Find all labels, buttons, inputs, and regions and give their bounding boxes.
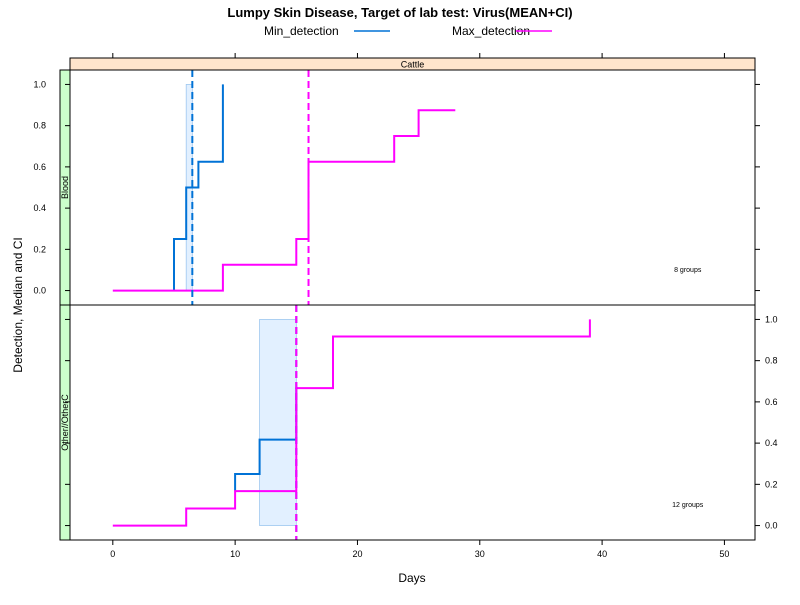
group-count-note: 8 groups — [674, 267, 702, 274]
series-max-detection — [112, 319, 591, 527]
panel-1: Blood 8 groups 0.0 0.2 0.4 0.6 0.8 1.0 — [33, 69, 760, 306]
y-axis-label: Detection, Median and CI — [11, 237, 25, 372]
y-tick-label: 0.0 — [765, 521, 778, 531]
x-tick-label: 20 — [352, 549, 362, 559]
strip-top-label: Cattle — [401, 60, 425, 70]
panel-2: Other//OtherC 12 groups 0.0 0.2 0.4 0.6 0.8 1.0 — [59, 304, 778, 541]
chart-title: Lumpy Skin Disease, Target of lab test: … — [227, 5, 572, 20]
y-tick-label: 0.8 — [765, 356, 778, 366]
x-tick-label: 40 — [597, 549, 607, 559]
panel-strip-label-1: Blood — [60, 176, 70, 199]
y-tick-label: 0.4 — [33, 203, 46, 213]
y-tick-label: 0.6 — [33, 162, 46, 172]
y-tick-label: 0.2 — [33, 244, 46, 254]
y-tick-label: 0.0 — [33, 286, 46, 296]
legend-label-min-detection: Min_detection — [264, 24, 339, 38]
y-tick-label: 1.0 — [765, 314, 778, 324]
panel-frame-2 — [69, 304, 756, 541]
y-tick-label: 0.8 — [33, 121, 46, 131]
panel-frame-1 — [69, 69, 756, 306]
series-max-detection — [112, 109, 456, 292]
x-axis-label: Days — [398, 571, 425, 585]
panel-strip-label-2: Other//OtherC — [60, 394, 70, 451]
x-tick-label: 50 — [719, 549, 729, 559]
x-tick-label: 10 — [230, 549, 240, 559]
y-tick-label: 0.2 — [765, 479, 778, 489]
y-tick-label: 1.0 — [33, 79, 46, 89]
x-tick-label: 0 — [110, 549, 115, 559]
y-tick-label: 0.4 — [765, 438, 778, 448]
x-tick-label: 30 — [475, 549, 485, 559]
series-min-detection — [173, 84, 224, 291]
y-tick-label: 0.6 — [765, 397, 778, 407]
ci-band — [259, 319, 297, 526]
legend-label-max-detection: Max_detection — [452, 24, 530, 38]
group-count-note: 12 groups — [672, 502, 704, 509]
legend: Min_detection Max_detection — [264, 24, 552, 38]
